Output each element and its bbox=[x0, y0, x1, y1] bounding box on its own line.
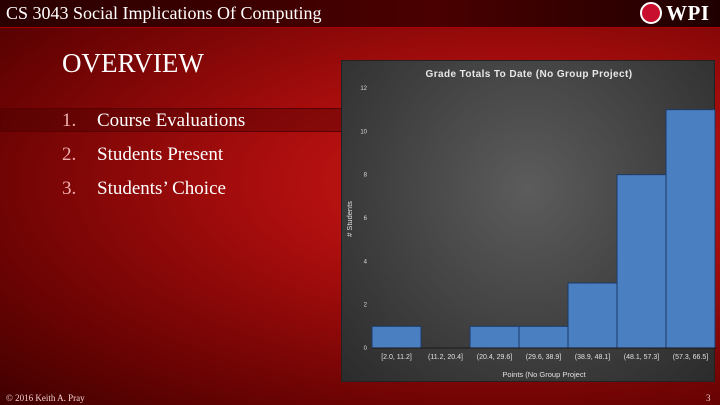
grade-histogram: Grade Totals To Date (No Group Project) … bbox=[341, 60, 716, 382]
y-tick-label: 6 bbox=[364, 216, 368, 222]
x-tick-label: (38.9, 48.1] bbox=[575, 354, 610, 361]
x-tick-label: (29.6, 38.9] bbox=[526, 354, 561, 361]
x-axis-label: Points (No Group Project bbox=[502, 370, 586, 379]
x-tick-label: [2.0, 11.2] bbox=[381, 354, 412, 361]
agenda-item: 1. Course Evaluations bbox=[62, 110, 245, 144]
histogram-bar bbox=[469, 325, 520, 349]
logo-text: WPI bbox=[666, 1, 710, 25]
x-tick-label: (20.4, 29.6] bbox=[477, 354, 512, 361]
agenda-number: 1. bbox=[62, 110, 77, 131]
y-tick-label: 12 bbox=[360, 86, 367, 92]
y-tick-label: 2 bbox=[364, 303, 368, 309]
x-tick-label: (11.2, 20.4] bbox=[428, 354, 463, 361]
histogram-bar bbox=[518, 325, 569, 349]
y-tick-label: 4 bbox=[364, 259, 368, 265]
x-tick-label: (48.1, 57.3] bbox=[624, 354, 659, 361]
agenda-label: Course Evaluations bbox=[97, 110, 246, 131]
course-title: CS 3043 Social Implications Of Computing bbox=[6, 3, 322, 23]
agenda-list: 1. Course Evaluations 2. Students Present … bbox=[62, 110, 245, 212]
wpi-logo: WPI bbox=[640, 1, 715, 26]
page-number: 3 bbox=[706, 393, 711, 403]
y-axis-label: # Students bbox=[345, 201, 354, 237]
current-item-highlight bbox=[0, 108, 342, 132]
histogram-svg: Grade Totals To Date (No Group Project) … bbox=[345, 69, 716, 379]
agenda-item: 3. Students’ Choice bbox=[62, 178, 245, 212]
copyright-notice: © 2016 Keith A. Pray bbox=[6, 393, 85, 403]
y-tick-label: 8 bbox=[364, 173, 368, 179]
y-tick-label: 0 bbox=[364, 346, 368, 352]
agenda-number: 3. bbox=[62, 178, 77, 199]
slide-title: OVERVIEW bbox=[62, 48, 204, 78]
y-tick-label: 10 bbox=[360, 129, 367, 135]
agenda-label: Students’ Choice bbox=[97, 178, 226, 199]
title-bar: CS 3043 Social Implications Of Computing… bbox=[0, 0, 720, 28]
histogram-bar bbox=[616, 174, 667, 349]
chart-title: Grade Totals To Date (No Group Project) bbox=[426, 69, 633, 80]
histogram-bar bbox=[371, 325, 422, 349]
histogram-bar bbox=[567, 282, 618, 349]
agenda-number: 2. bbox=[62, 144, 77, 165]
wpi-seal-icon bbox=[640, 2, 662, 24]
agenda-label: Students Present bbox=[97, 144, 224, 165]
histogram-bar bbox=[665, 109, 716, 349]
x-tick-label: (57.3, 66.5] bbox=[673, 354, 708, 361]
agenda-item: 2. Students Present bbox=[62, 144, 245, 178]
